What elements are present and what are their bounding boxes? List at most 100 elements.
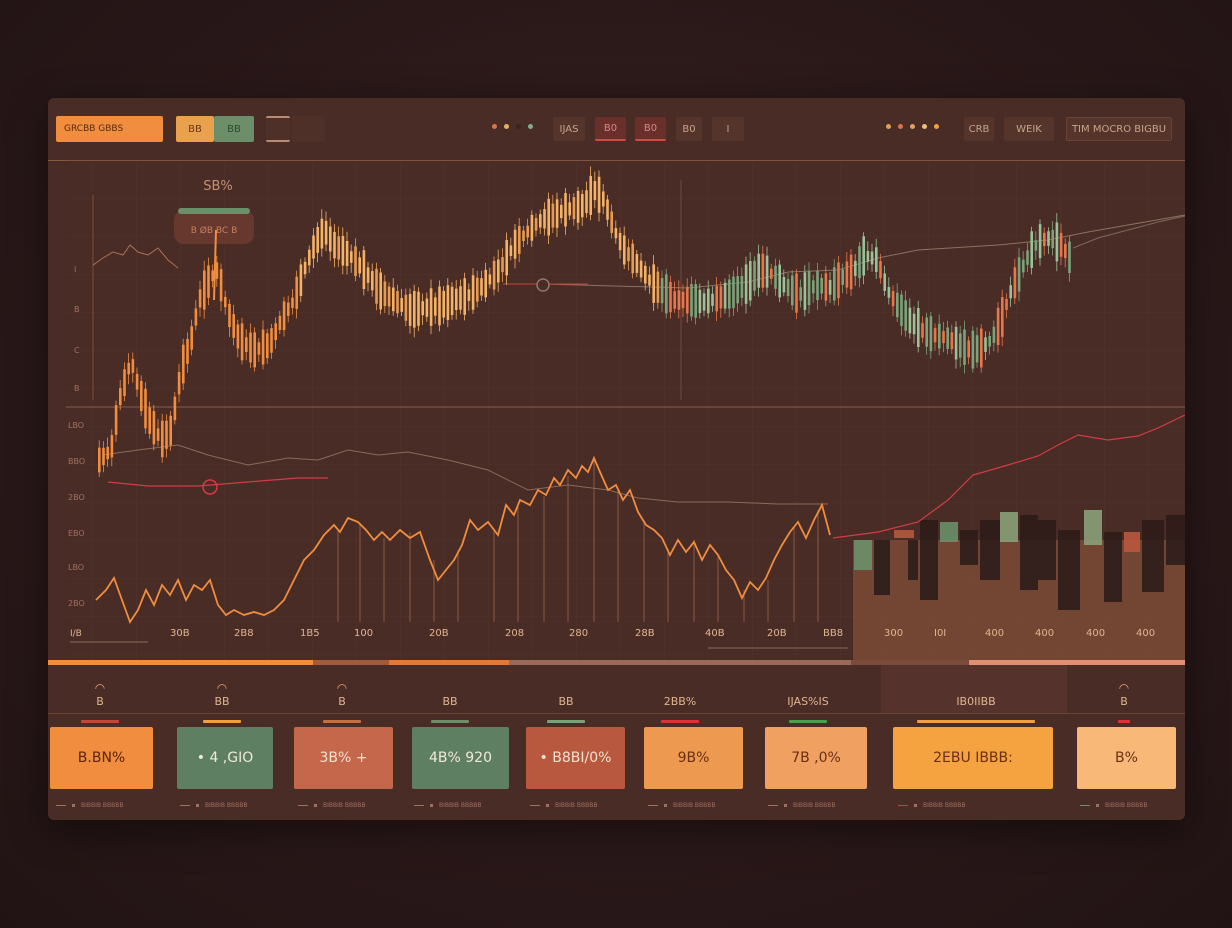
candle <box>232 314 235 338</box>
metric-tile[interactable]: 4B% 920 <box>412 727 509 789</box>
candle <box>883 273 886 291</box>
candle <box>585 190 588 214</box>
candle <box>316 226 319 253</box>
candle <box>240 323 244 361</box>
candle <box>329 226 332 252</box>
toolbar-button-3[interactable]: B0 <box>635 117 666 141</box>
candle <box>446 285 450 320</box>
stat-value: B <box>338 695 346 708</box>
stat-item: ◠ B <box>318 681 366 723</box>
crosshair-marker[interactable] <box>536 278 550 292</box>
volume-bar <box>908 540 918 580</box>
candle <box>942 331 945 344</box>
segment-button-a[interactable]: BB <box>176 116 214 142</box>
metric-tile[interactable]: 3B% + <box>294 727 393 789</box>
candlestick-series <box>98 166 1071 478</box>
toolbar-button-6[interactable]: CRB <box>964 117 994 141</box>
candle <box>1017 257 1021 292</box>
candle <box>707 288 710 314</box>
candle <box>152 411 156 445</box>
candle <box>442 290 445 318</box>
candle <box>555 199 559 228</box>
volume-bar <box>1058 530 1080 610</box>
candle <box>803 272 807 310</box>
candle <box>896 292 899 318</box>
volume-bar <box>874 540 890 595</box>
candle <box>270 328 273 353</box>
candle <box>362 250 366 289</box>
candle <box>135 373 139 390</box>
toolbar-button-5[interactable]: I <box>712 117 744 141</box>
toolbar-button-8[interactable]: TIM MOCRO BIGBU <box>1066 117 1172 141</box>
candle <box>509 245 513 256</box>
indicator-dot <box>898 124 903 129</box>
candle <box>429 288 433 326</box>
segment-button-d[interactable] <box>292 116 325 142</box>
candle <box>505 239 508 276</box>
stat-value: B <box>96 695 104 708</box>
candle <box>471 275 475 310</box>
tile-footer-label: BIBBIB BBBBB <box>923 802 966 809</box>
candle <box>698 289 702 314</box>
metric-tile[interactable]: B.BN% <box>50 727 153 789</box>
candle <box>581 193 584 218</box>
candle <box>862 236 865 276</box>
candle <box>156 428 160 441</box>
candle <box>169 415 172 446</box>
toolbar-button-2[interactable]: B0 <box>595 117 626 141</box>
candle <box>299 264 303 296</box>
stat-item: ◠ B <box>76 681 124 723</box>
metric-tile[interactable]: • 4 ,GIO <box>177 727 273 789</box>
candle <box>131 359 135 373</box>
segment-button-c[interactable] <box>266 116 290 142</box>
candle <box>1001 297 1004 337</box>
price-chart: SB% B ØB BC B I B C B LBO BBO 2BO EBO LB… <box>66 160 1185 665</box>
candle <box>753 260 756 291</box>
candle <box>984 337 987 352</box>
segment-button-b[interactable]: BB <box>214 116 254 142</box>
candle <box>1013 267 1017 299</box>
candle <box>765 255 769 288</box>
signal-marker[interactable] <box>202 479 218 495</box>
volume-bars <box>854 510 1185 610</box>
stat-value: 2BB% <box>663 695 697 708</box>
candle <box>988 335 991 347</box>
x-tick: 2B8 <box>234 628 254 639</box>
x-tick: BB8 <box>823 628 843 639</box>
candle <box>631 243 634 274</box>
metric-tile[interactable]: B% <box>1077 727 1176 789</box>
x-tick: 20B <box>429 628 449 639</box>
candle <box>1051 229 1054 249</box>
metric-tile[interactable]: 9B% <box>644 727 743 789</box>
candle <box>488 274 492 285</box>
toolbar-button-1[interactable]: IJAS <box>553 117 585 141</box>
candle <box>610 211 613 233</box>
y-tick: EBO <box>68 529 85 538</box>
candle <box>837 262 840 299</box>
stat-item: 2BB% <box>652 681 708 723</box>
candle <box>186 338 189 364</box>
candle <box>551 203 555 228</box>
candle <box>303 261 307 275</box>
volume-bar <box>894 530 914 538</box>
candle <box>996 307 1000 346</box>
metric-tile[interactable]: 2EBU IBBB: <box>893 727 1053 789</box>
candle <box>127 362 130 375</box>
metric-tile[interactable]: 7B ,0% <box>765 727 867 789</box>
candle <box>110 435 114 458</box>
metric-tile[interactable]: • B8BI/0% <box>526 727 625 789</box>
y-tick: B <box>74 384 80 393</box>
gauge-icon <box>542 681 590 695</box>
candle <box>387 286 391 307</box>
candle <box>564 193 567 227</box>
toolbar-button-7[interactable]: WEIK <box>1004 117 1054 141</box>
candle <box>333 231 336 259</box>
candle <box>534 218 538 231</box>
stat-value: BB <box>442 695 458 708</box>
toolbar-button-4[interactable]: B0 <box>676 117 702 141</box>
brand-button[interactable]: GRCBB GBBS <box>56 116 163 142</box>
candle <box>623 235 626 265</box>
candle <box>774 265 777 289</box>
candle <box>589 175 592 215</box>
candle <box>904 300 907 331</box>
